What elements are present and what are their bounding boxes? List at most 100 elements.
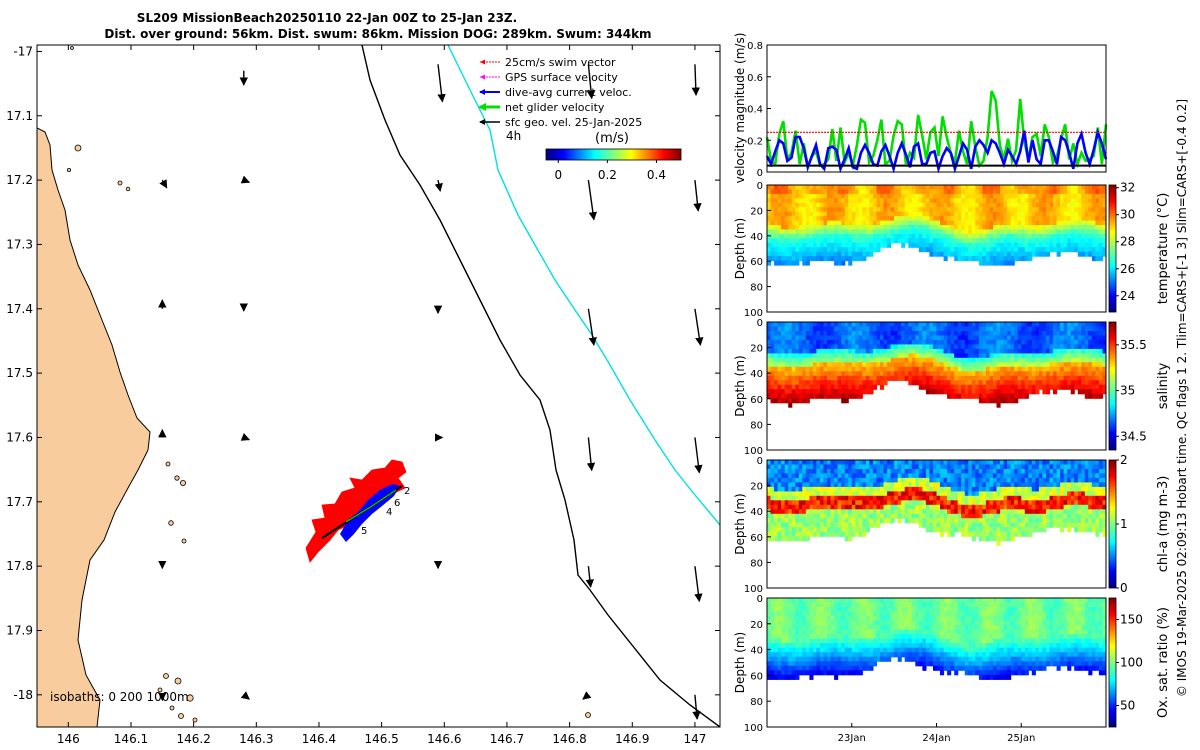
section-cell xyxy=(904,371,909,377)
section-cell xyxy=(834,247,839,253)
section-cell xyxy=(844,331,849,337)
section-cell xyxy=(851,504,856,510)
section-cell xyxy=(1095,207,1100,213)
section-cell xyxy=(978,527,983,533)
section-cell xyxy=(989,469,994,475)
section-cell xyxy=(918,486,923,492)
section-cell xyxy=(1031,247,1036,253)
section-cell xyxy=(770,473,775,479)
section-cell xyxy=(872,473,877,479)
section-cell xyxy=(950,500,955,506)
section-cell xyxy=(950,518,955,524)
section-cell xyxy=(827,216,832,222)
section-cell xyxy=(978,233,983,239)
section-cell xyxy=(968,189,973,195)
section-cell xyxy=(1053,326,1058,332)
section-cell xyxy=(777,522,782,528)
section-cell xyxy=(915,229,920,235)
section-cell xyxy=(1021,331,1026,337)
section-cell xyxy=(827,531,832,537)
section-cell xyxy=(943,211,948,217)
section-cell xyxy=(1102,344,1106,350)
section-cell xyxy=(809,198,814,204)
section-colorbar-label: chl-a (mg m-3) xyxy=(1156,476,1171,573)
section-cell xyxy=(1049,518,1054,524)
section-y-tick-label: 60 xyxy=(750,533,763,544)
section-cell xyxy=(915,207,920,213)
section-cell xyxy=(933,211,938,217)
section-cell xyxy=(834,486,839,492)
section-cell xyxy=(918,344,923,350)
section-cell xyxy=(961,207,966,213)
section-cell xyxy=(834,522,839,528)
section-cell xyxy=(1053,220,1058,226)
section-cell xyxy=(848,513,853,519)
section-cell xyxy=(770,665,775,671)
section-cell xyxy=(922,242,927,248)
section-cell xyxy=(865,238,870,244)
section-cell xyxy=(774,513,779,519)
section-cell xyxy=(1095,384,1100,390)
section-cell xyxy=(865,326,870,332)
section-cell xyxy=(869,509,874,515)
section-cell xyxy=(774,482,779,488)
section-cell xyxy=(925,464,930,470)
section-cell xyxy=(985,380,990,386)
section-cell xyxy=(918,513,923,519)
section-cell xyxy=(954,233,959,239)
section-cell xyxy=(816,384,821,390)
section-cell xyxy=(777,477,782,483)
section-cell xyxy=(774,348,779,354)
section-cell xyxy=(1038,513,1043,519)
section-cell xyxy=(788,469,793,475)
section-cell xyxy=(1070,202,1075,208)
section-cell xyxy=(844,460,849,466)
section-cell xyxy=(830,331,835,337)
map-legend: 25cm/s swim vector GPS surface velocity … xyxy=(478,56,642,143)
section-cell xyxy=(820,509,825,515)
section-cell xyxy=(985,531,990,537)
section-cell xyxy=(834,513,839,519)
section-cell xyxy=(820,380,825,386)
section-cell xyxy=(837,393,842,399)
section-cell xyxy=(964,477,969,483)
section-cell xyxy=(1063,509,1068,515)
section-cell xyxy=(968,242,973,248)
section-cell xyxy=(982,371,987,377)
section-cell xyxy=(1007,513,1012,519)
section-cell xyxy=(947,460,952,466)
section-cell xyxy=(869,326,874,332)
section-cell xyxy=(809,339,814,345)
section-cell xyxy=(968,527,973,533)
section-cell xyxy=(982,216,987,222)
section-y-tick-label: 80 xyxy=(750,283,763,294)
section-cell xyxy=(848,260,853,266)
section-cell xyxy=(1000,260,1005,266)
section-cell xyxy=(947,185,952,190)
section-cell xyxy=(798,322,803,328)
section-cell xyxy=(880,384,885,390)
section-cell xyxy=(982,473,987,479)
section-cell xyxy=(872,495,877,501)
velocity-panel: 00.20.40.60.8 velocity magnitude (m/s) xyxy=(733,33,1108,183)
section-cell xyxy=(933,384,938,390)
section-cell xyxy=(784,322,789,328)
section-cell xyxy=(964,322,969,328)
section-cell xyxy=(1003,366,1008,372)
section-cell xyxy=(1021,500,1026,506)
section-cell xyxy=(1067,513,1072,519)
section-cell xyxy=(943,326,948,332)
section-cell xyxy=(812,339,817,345)
section-cell xyxy=(791,335,796,341)
section-cell xyxy=(777,384,782,390)
section-cell xyxy=(770,357,775,363)
section-cell xyxy=(940,198,945,204)
section-cell xyxy=(933,216,938,222)
section-cell xyxy=(1049,371,1054,377)
section-cell xyxy=(784,331,789,337)
section-cell xyxy=(862,518,867,524)
section-cell xyxy=(862,238,867,244)
section-cell xyxy=(795,477,800,483)
section-cell xyxy=(827,220,832,226)
section-cell xyxy=(1017,518,1022,524)
